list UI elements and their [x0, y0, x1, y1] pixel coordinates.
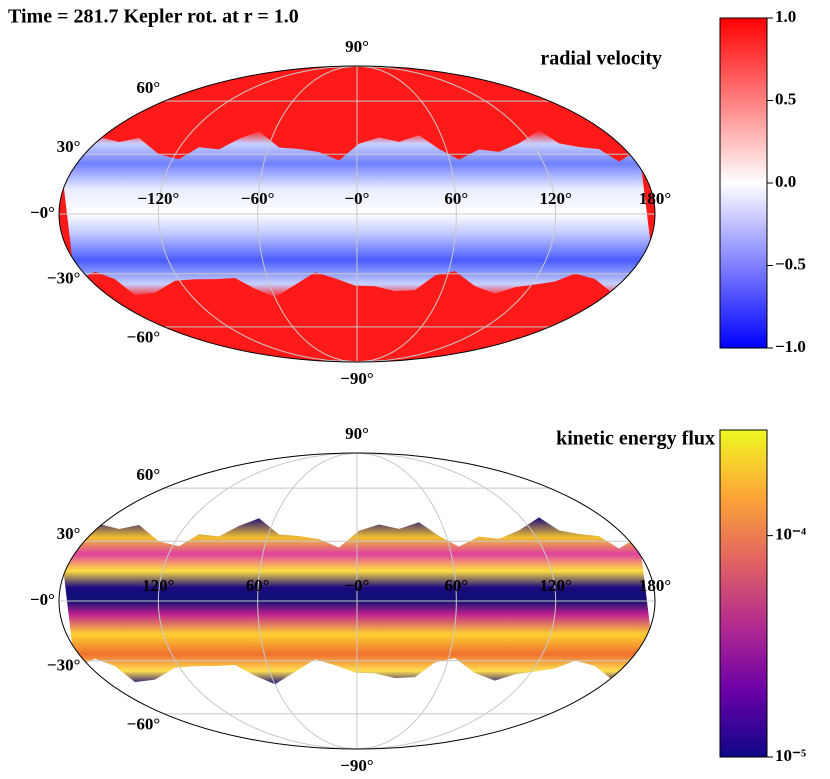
lat-tick-label: −30° — [47, 269, 81, 288]
lon-tick-label: −60° — [241, 189, 275, 208]
lat-tick-label: 60° — [136, 78, 160, 97]
lat-tick-label: −90° — [340, 369, 374, 388]
lat-tick-label: 90° — [345, 424, 369, 443]
lon-tick-label: −0° — [345, 189, 370, 208]
map-outline — [58, 452, 656, 750]
lat-tick-label: 60° — [136, 465, 160, 484]
lon-tick-label: 180° — [639, 576, 671, 595]
lat-tick-label: −30° — [47, 656, 81, 675]
lon-grid-line — [257, 452, 358, 750]
lat-tick-label: −90° — [340, 756, 374, 775]
lon-tick-label: 60° — [444, 189, 468, 208]
lon-grid-line — [257, 65, 358, 363]
lat-tick-label: −0° — [30, 203, 55, 222]
lon-grid-line — [157, 65, 358, 363]
colorbar-tick-label: 10⁻⁴ — [775, 525, 806, 544]
lon-tick-label: 60° — [444, 576, 468, 595]
lon-tick-label: 120° — [540, 189, 572, 208]
lat-tick-label: −0° — [30, 590, 55, 609]
lon-grid-line — [356, 452, 457, 750]
colorbar-tick-label: 0.0 — [775, 172, 796, 191]
lon-tick-label: −120° — [137, 189, 179, 208]
lat-tick-label: 30° — [57, 137, 81, 156]
panel-title: radial velocity — [540, 48, 662, 70]
map-outline — [58, 65, 656, 363]
lat-tick-label: 90° — [345, 37, 369, 56]
colorbar-tick-label: −0.5 — [775, 254, 806, 273]
lon-grid-line — [356, 65, 457, 363]
lon-grid-line — [157, 452, 358, 750]
lon-tick-label: −0° — [345, 576, 370, 595]
lon-tick-label: 120° — [142, 576, 174, 595]
colorbar-tick-label: 1.0 — [775, 7, 796, 26]
lon-grid-line — [356, 65, 557, 363]
colorbar-tick-label: 0.5 — [775, 89, 796, 108]
figure-title: Time = 281.7 Kepler rot. at r = 1.0 — [8, 6, 299, 28]
lon-tick-label: 60° — [246, 576, 270, 595]
lat-tick-label: −60° — [127, 715, 161, 734]
lon-grid-line — [356, 452, 557, 750]
lat-tick-label: −60° — [127, 328, 161, 347]
colorbar-tick-label: 10⁻⁵ — [775, 746, 806, 765]
colorbar — [719, 17, 768, 349]
colorbar — [719, 429, 768, 758]
colorbar-tick-label: −1.0 — [775, 337, 806, 356]
lon-tick-label: 120° — [540, 576, 572, 595]
panel-title: kinetic energy flux — [556, 428, 715, 450]
lon-tick-label: 180° — [639, 189, 671, 208]
lat-tick-label: 30° — [57, 524, 81, 543]
